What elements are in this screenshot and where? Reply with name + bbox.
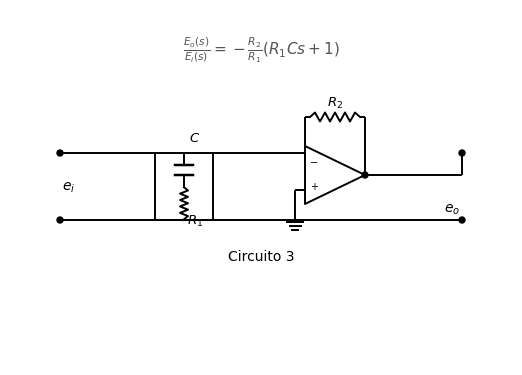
- Circle shape: [459, 150, 465, 156]
- Text: $\frac{E_o(s)}{E_i(s)} = -\frac{R_2}{R_1}(R_1Cs + 1)$: $\frac{E_o(s)}{E_i(s)} = -\frac{R_2}{R_1…: [183, 35, 339, 64]
- Text: $e_o$: $e_o$: [444, 203, 460, 217]
- Text: −: −: [310, 158, 318, 168]
- Text: $e_i$: $e_i$: [62, 181, 75, 195]
- Text: +: +: [310, 182, 318, 192]
- Text: Circuito 3: Circuito 3: [228, 250, 294, 264]
- Text: $R_1$: $R_1$: [187, 214, 203, 229]
- Text: $C$: $C$: [189, 132, 200, 146]
- Circle shape: [362, 172, 368, 178]
- Text: $R_2$: $R_2$: [327, 96, 343, 111]
- Circle shape: [57, 150, 63, 156]
- Circle shape: [459, 217, 465, 223]
- Circle shape: [57, 217, 63, 223]
